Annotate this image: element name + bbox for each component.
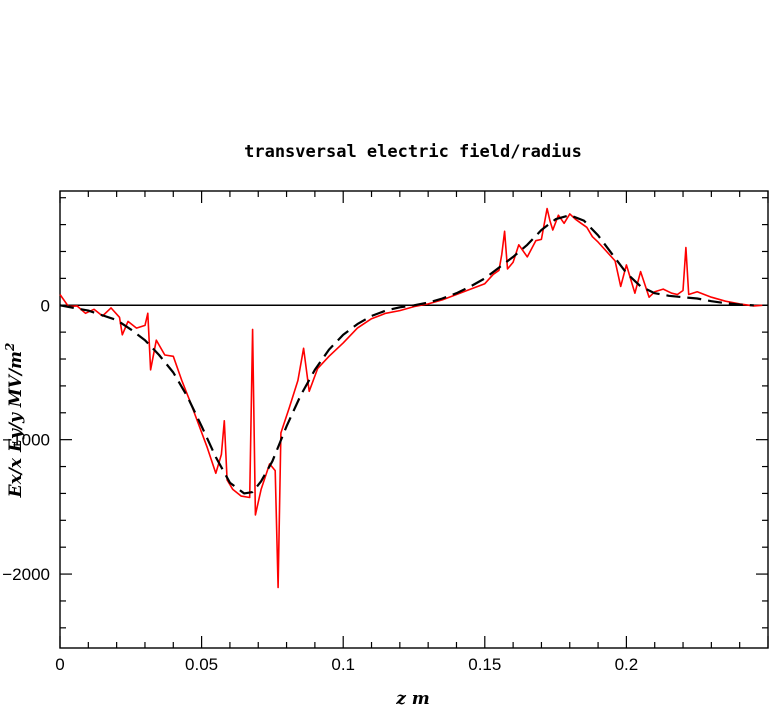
y-tick-label: −1000: [2, 431, 50, 450]
x-tick-label: 0.15: [468, 655, 501, 674]
svg-text:Ex/x Ey/y MV/m2: Ex/x Ey/y MV/m2: [3, 343, 26, 499]
y-axis-label-group: Ex/x Ey/y MV/m2: [3, 343, 26, 499]
x-tick-label: 0.2: [615, 655, 639, 674]
plot-frame: [59, 190, 769, 649]
series-line-dashed: [59, 214, 754, 495]
y-tick-label: 0: [41, 296, 50, 315]
x-tick-label: 0.1: [331, 655, 355, 674]
y-axis-label-exponent: 2: [3, 343, 17, 352]
series-line-solid: [59, 207, 763, 589]
x-axis-label: z m: [395, 689, 430, 709]
x-tick-label: 0: [55, 655, 64, 674]
y-axis-label: Ex/x Ey/y MV/m: [6, 351, 26, 498]
chart-title: transversal electric field/radius: [244, 142, 582, 162]
y-tick-label: −2000: [2, 565, 50, 584]
x-tick-label: 0.05: [185, 655, 218, 674]
